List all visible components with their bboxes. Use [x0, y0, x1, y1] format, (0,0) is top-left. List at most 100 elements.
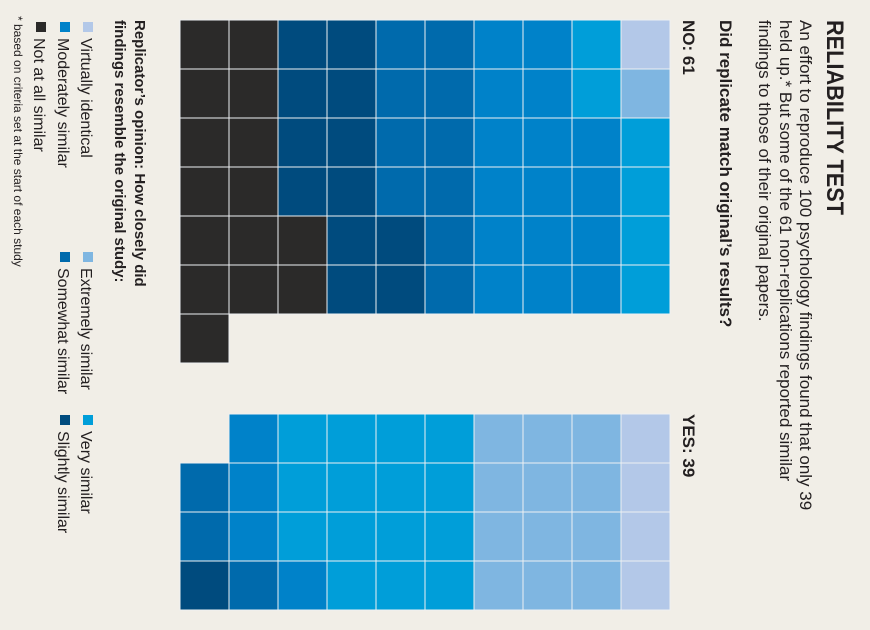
waffle-cell [473, 560, 524, 611]
waffle-cell [179, 462, 230, 513]
waffle-cell [522, 511, 573, 562]
legend-swatch [83, 22, 93, 32]
waffle-cell [522, 560, 573, 611]
waffle-cell [326, 462, 377, 513]
legend-title: findings resemble the original study: [111, 20, 128, 283]
waffle-cell [326, 560, 377, 611]
legend-swatch [83, 415, 93, 425]
waffle-cell [179, 166, 230, 217]
waffle-cell [571, 511, 622, 562]
waffle-cell [620, 511, 671, 562]
waffle-cell [522, 413, 573, 464]
waffle-cell [277, 462, 328, 513]
waffle-cell [571, 68, 622, 119]
waffle-cell [375, 264, 426, 315]
waffle-cell [326, 68, 377, 119]
waffle-cell [424, 68, 475, 119]
waffle-cell [620, 117, 671, 168]
footnote: * based on criteria set at the start of … [11, 16, 25, 267]
waffle-cell [375, 68, 426, 119]
waffle-cell [620, 560, 671, 611]
legend-swatch [60, 415, 70, 425]
legend-label: Slightly similar [54, 431, 71, 534]
legend-swatch [60, 22, 70, 32]
waffle-cell [375, 462, 426, 513]
waffle-cell [277, 117, 328, 168]
question: Did replicate match original’s results? [716, 20, 735, 327]
legend-title: Replicator’s opinion: How closely did [131, 20, 148, 287]
waffle-cell [522, 117, 573, 168]
waffle-cell [620, 462, 671, 513]
waffle-cell [179, 511, 230, 562]
legend-label: Virtually identical [77, 38, 94, 158]
waffle-cell [424, 413, 475, 464]
legend-label: Moderately similar [54, 38, 71, 168]
waffle-cell [620, 215, 671, 266]
waffle-cell [228, 68, 279, 119]
waffle-cell [473, 117, 524, 168]
waffle-cell [375, 166, 426, 217]
waffle-cell [473, 511, 524, 562]
waffle-cell [228, 560, 279, 611]
group-label: YES: 39 [679, 414, 698, 477]
waffle-cell [375, 19, 426, 70]
waffle-cell [228, 511, 279, 562]
waffle-cell [277, 19, 328, 70]
legend-swatch [83, 252, 93, 262]
waffle-cell [375, 560, 426, 611]
waffle-cell [522, 19, 573, 70]
waffle-cell [424, 264, 475, 315]
waffle-cell [571, 462, 622, 513]
waffle-cell [571, 215, 622, 266]
waffle-cell [326, 117, 377, 168]
subtitle-line: findings to those of their original pape… [755, 20, 774, 321]
waffle-cell [179, 215, 230, 266]
waffle-cell [277, 166, 328, 217]
subtitle-line: held up.* But some of the 61 non-replica… [776, 20, 795, 481]
waffle-cell [424, 215, 475, 266]
waffle-cell [424, 462, 475, 513]
waffle-cell [522, 264, 573, 315]
waffle-cell [326, 215, 377, 266]
legend-label: Somewhat similar [54, 268, 71, 395]
waffle-cell [179, 264, 230, 315]
legend-label: Very similar [77, 431, 94, 514]
waffle-cell [571, 560, 622, 611]
waffle-cell [277, 560, 328, 611]
legend-swatch [60, 252, 70, 262]
waffle-cell [179, 19, 230, 70]
waffle-cell [424, 511, 475, 562]
waffle-cell [571, 19, 622, 70]
legend-label: Extremely similar [77, 268, 94, 390]
waffle-cell [326, 19, 377, 70]
waffle-cell [522, 166, 573, 217]
waffle-cell [228, 19, 279, 70]
waffle-cell [326, 166, 377, 217]
waffle-cell [228, 215, 279, 266]
waffle-cell [522, 462, 573, 513]
waffle-cell [326, 413, 377, 464]
waffle-cell [228, 264, 279, 315]
waffle-cell [473, 68, 524, 119]
waffle-cell [375, 511, 426, 562]
legend-swatch [36, 22, 46, 32]
legend-label: Not at all similar [30, 38, 47, 152]
group-label: NO: 61 [679, 20, 698, 75]
waffle-cell [228, 166, 279, 217]
waffle-cell [179, 560, 230, 611]
waffle-cell [522, 68, 573, 119]
waffle-cell [473, 215, 524, 266]
waffle-cell [326, 511, 377, 562]
waffle-cell [179, 313, 230, 364]
waffle-cell [571, 264, 622, 315]
waffle-cell [277, 215, 328, 266]
waffle-cell [473, 462, 524, 513]
waffle-cell [473, 166, 524, 217]
waffle-cell [620, 19, 671, 70]
waffle-cell [620, 166, 671, 217]
waffle-cell [228, 117, 279, 168]
waffle-cell [326, 264, 377, 315]
waffle-cell [571, 413, 622, 464]
rotated-content: RELIABILITY TEST An effort to reproduce … [11, 16, 848, 611]
